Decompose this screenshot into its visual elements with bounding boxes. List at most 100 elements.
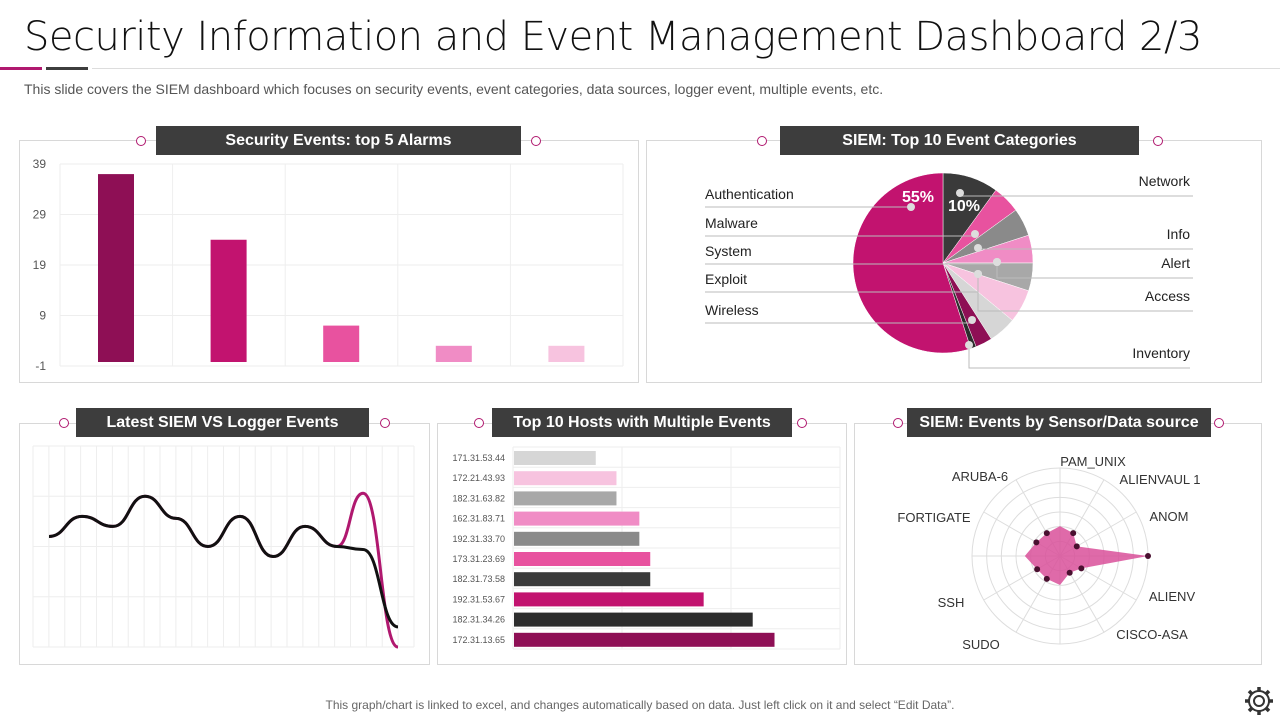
gear-icon[interactable] [1244,686,1274,716]
hosts-bar-chart: 171.31.53.44 172.21.43.93 182.31.63.82 162.… [452,446,841,650]
bar [210,239,247,362]
pie-percent-label: 55% [902,189,934,206]
radar-label: ALIENVAUL 1 [1120,472,1201,487]
radar-point [1145,553,1151,559]
y-tick-label: -1 [35,359,46,373]
radar-label: CISCO-ASA [1116,627,1188,642]
alarms-chart: 39 29 19 9 -1 [33,157,624,373]
radar-label: FORTIGATE [897,510,971,525]
pie-label: Authentication [705,186,794,202]
host-label: 182.31.34.26 [452,615,505,625]
pie-slice [852,172,972,354]
host-bar [514,511,640,526]
accent-rule [0,67,42,70]
host-bar [514,491,617,506]
title-dot [474,418,484,428]
leader-line [705,274,979,293]
radar-point [1073,543,1080,550]
host-bar [514,612,753,627]
hosts-title: Top 10 Hosts with Multiple Events [492,408,792,437]
divider [92,68,1280,69]
host-label: 182.31.73.58 [452,574,505,584]
pie-label: Network [1139,173,1191,189]
y-tick-label: 29 [33,208,47,222]
host-label: 172.21.43.93 [452,473,505,483]
host-bar [514,592,704,607]
line-series [48,494,399,629]
radar-point [1070,530,1077,537]
radar-label: PAM_UNIX [1060,454,1126,469]
host-bar [514,451,596,465]
pie-label: Access [1145,288,1190,304]
leader-dot [907,203,915,211]
leader-dot [956,189,964,197]
radar-point [1033,539,1040,546]
categories-pie-chart: Network 10% Malware Info System Alert Access Ex… [705,172,1193,369]
leader-dot [965,341,973,349]
leader-dot [974,244,982,252]
leader-dot [993,258,1001,266]
radar-area [1024,526,1148,586]
pie-label: Malware [705,215,758,231]
categories-title: SIEM: Top 10 Event Categories [780,126,1139,155]
title-dot [59,418,69,428]
bar [323,325,360,362]
bar [548,345,585,362]
pie-label: System [705,243,752,259]
y-tick-label: 19 [33,258,47,272]
radar-label: SSH [938,595,965,610]
title-dot [136,136,146,146]
sensor-title: SIEM: Events by Sensor/Data source [907,408,1211,437]
host-bar [514,531,640,546]
host-label: 171.31.53.44 [452,453,505,463]
page-title: Security Information and Event Managemen… [24,14,1202,60]
host-label: 192.31.53.67 [452,594,505,604]
host-label: 192.31.33.70 [452,534,505,544]
leader-dot [974,270,982,278]
host-label: 173.31.23.69 [452,554,505,564]
pie-label: Exploit [705,271,747,287]
subtitle: This slide covers the SIEM dashboard whi… [24,81,884,97]
sensor-radar-chart: PAM_UNIX ALIENVAUL 1 ANOM ALIENV CISCO-ASA SU… [897,454,1200,652]
pie-label: Info [1167,226,1191,242]
y-tick-label: 9 [39,309,46,323]
alarms-title: Security Events: top 5 Alarms [156,126,521,155]
footer-note: This graph/chart is linked to excel, and… [325,698,955,712]
radar-label: SUDO [962,637,1000,652]
dark-rule [46,67,88,70]
title-dot [893,418,903,428]
radar-point [1078,565,1085,572]
radar-point [1043,575,1050,582]
radar-label: ANOM [1150,509,1189,524]
host-bar [514,552,651,566]
y-tick-label: 39 [33,157,47,171]
bar [98,174,134,362]
title-dot [757,136,767,146]
pie-label: Alert [1161,255,1190,271]
logger-title: Latest SIEM VS Logger Events [76,408,369,437]
host-bar [514,572,651,587]
leader-dot [971,230,979,238]
pie-label: Wireless [705,302,759,318]
pie-percent-label: 10% [948,198,980,215]
host-bar [514,471,617,486]
title-dot [1214,418,1224,428]
leader-dot [968,316,976,324]
title-dot [531,136,541,146]
host-label: 182.31.63.82 [452,493,505,503]
radar-point [1066,569,1073,576]
title-dot [1153,136,1163,146]
radar-label: ARUBA-6 [952,469,1008,484]
pie-label: Inventory [1132,345,1190,361]
logger-line-chart [32,445,415,649]
radar-point [1034,566,1041,573]
radar-label: ALIENV [1149,589,1196,604]
bar [435,345,472,362]
host-label: 162.31.83.71 [452,514,505,524]
leader-line [996,262,1193,279]
leader-line [968,345,1190,369]
title-dot [380,418,390,428]
host-label: 172.31.13.65 [452,635,505,645]
title-dot [797,418,807,428]
radar-point [1043,530,1050,537]
